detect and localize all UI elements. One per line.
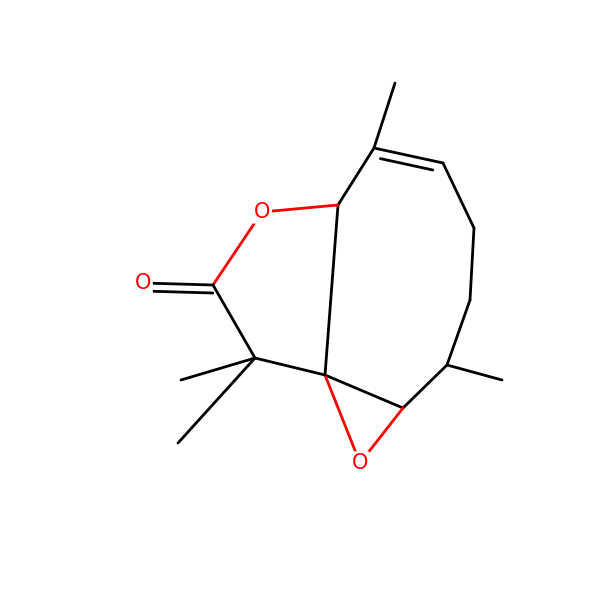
Text: O: O — [254, 202, 270, 222]
Text: O: O — [135, 273, 151, 293]
Text: O: O — [352, 453, 368, 473]
